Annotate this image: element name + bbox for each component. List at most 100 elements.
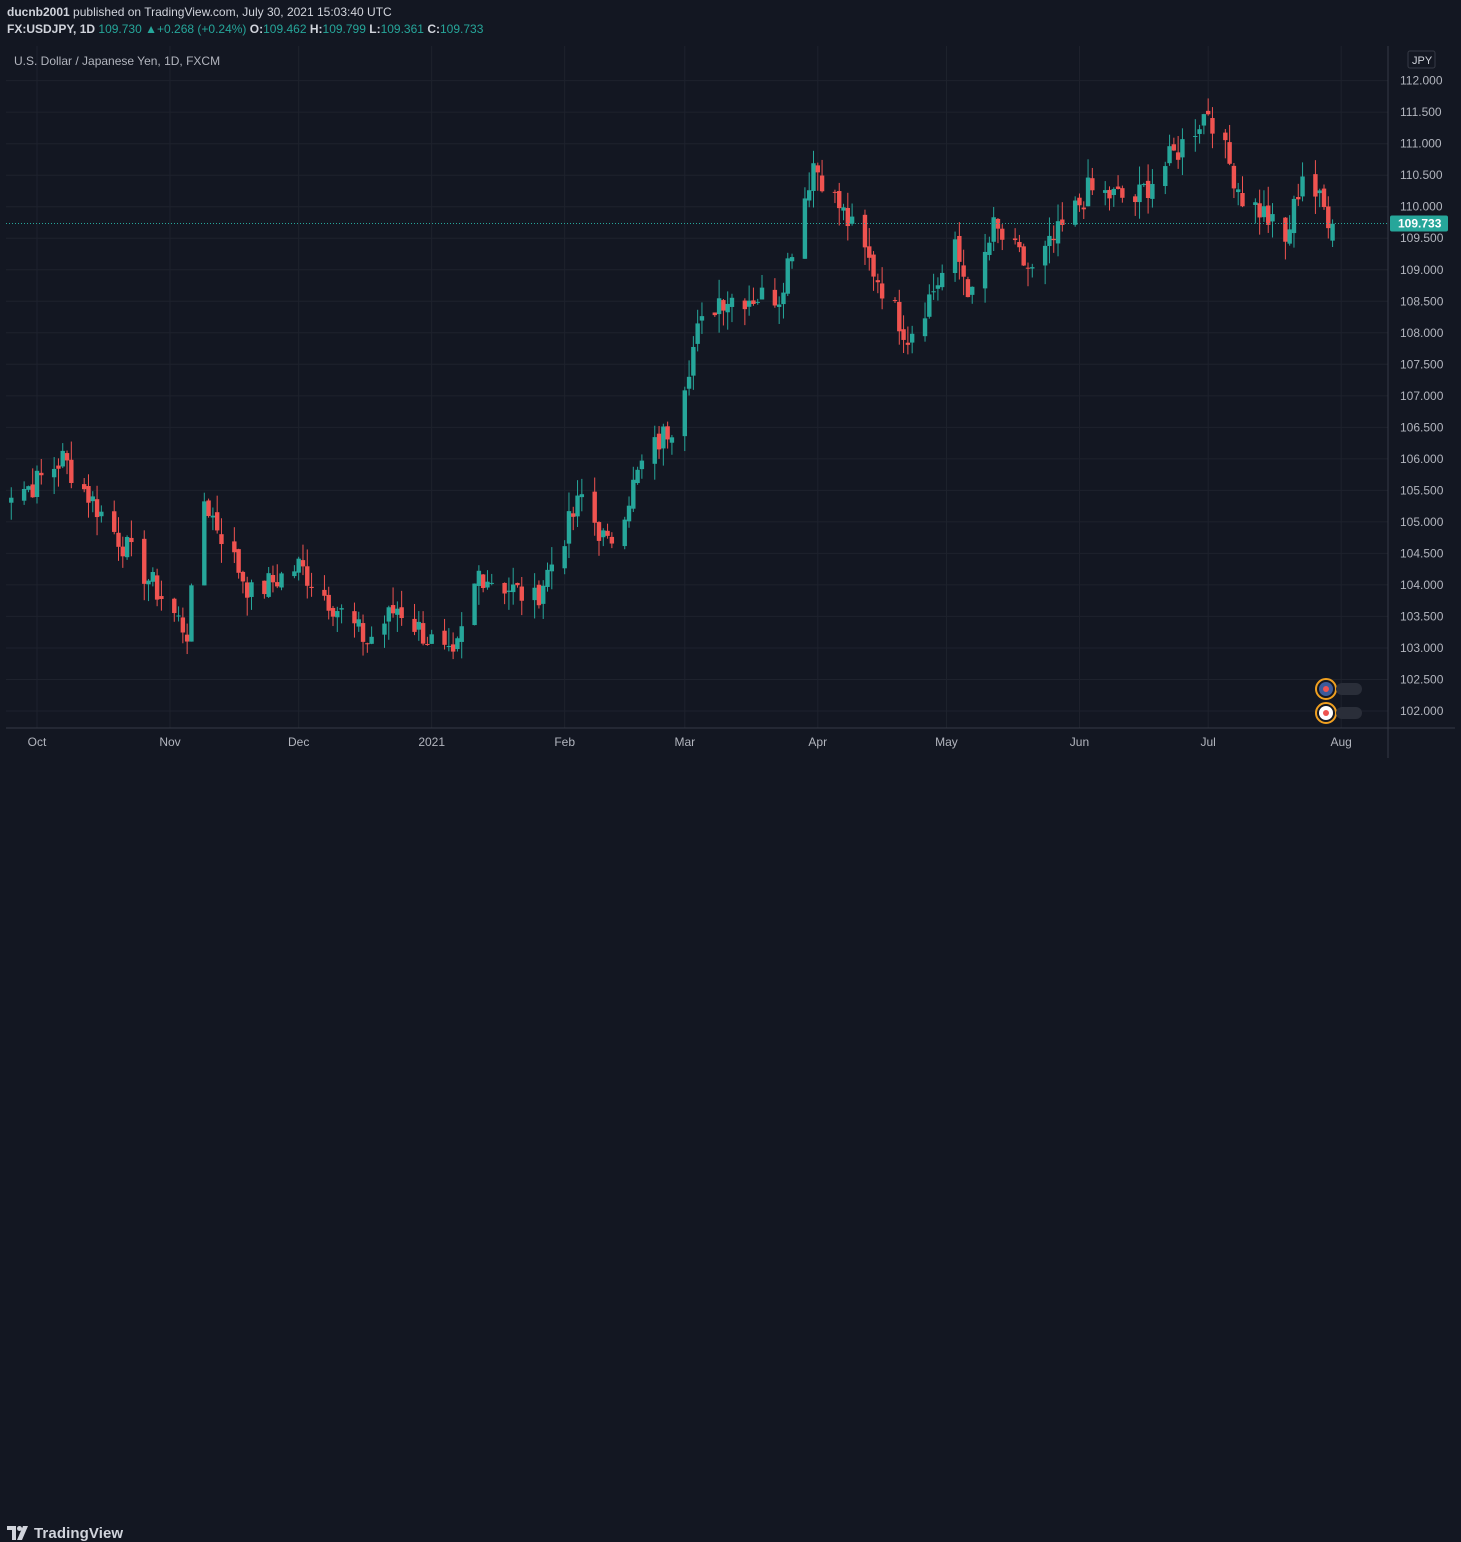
candle-up	[601, 528, 606, 547]
low-label: L:	[369, 22, 381, 36]
candle-up	[1137, 166, 1142, 219]
candle-body	[1120, 188, 1125, 198]
candle-up	[472, 583, 477, 626]
price-tick-label: 103.000	[1400, 641, 1444, 655]
price-tick-label: 108.000	[1400, 326, 1444, 340]
candle-up	[682, 386, 687, 452]
candle-down	[236, 548, 241, 579]
candle-body	[480, 574, 486, 588]
candle-body	[905, 342, 911, 345]
candle-body	[1291, 198, 1297, 234]
candle-down	[1257, 189, 1262, 235]
time-tick-label: 2021	[418, 735, 445, 749]
candle-up	[369, 626, 374, 645]
candle-up	[699, 302, 705, 334]
time-tick-label: Dec	[288, 735, 309, 749]
chart-area[interactable]: 102.000 102.500 103.000 103.500 104.000 104.5…	[6, 46, 1455, 758]
candle-up	[335, 606, 340, 633]
candle-body	[776, 304, 782, 307]
candle-body	[142, 538, 147, 584]
candle-body	[420, 623, 426, 644]
high-label: H:	[309, 22, 323, 36]
candle-down	[1210, 107, 1215, 149]
candle-body	[849, 216, 855, 224]
time-tick-label: Feb	[554, 735, 575, 749]
candle-body	[124, 537, 130, 558]
candle-down	[819, 159, 825, 193]
candle-up	[459, 612, 464, 659]
candle-up	[60, 443, 65, 469]
candle-body	[249, 582, 254, 597]
price-tick-label: 106.000	[1400, 452, 1444, 466]
candle-down	[206, 498, 211, 518]
candle-down	[961, 249, 966, 296]
candle-down	[1266, 186, 1271, 233]
candle-up	[1253, 198, 1258, 224]
candle-down	[81, 478, 87, 493]
candle-down	[300, 544, 306, 576]
candle-body	[1261, 206, 1267, 218]
time-tick-label: Oct	[28, 735, 47, 749]
candle-body	[1266, 205, 1271, 225]
price-tick-label: 111.500	[1400, 105, 1442, 119]
candle-up	[781, 282, 786, 319]
candle-body	[1283, 217, 1288, 242]
candle-body	[1171, 144, 1177, 151]
author-name[interactable]: ducnb2001	[7, 5, 70, 19]
candle-body	[995, 218, 1001, 229]
candle-body	[236, 549, 241, 573]
candle-down	[232, 527, 237, 564]
price-tick-label: 107.000	[1400, 389, 1444, 403]
candle-down	[596, 521, 602, 556]
candle-body	[1210, 118, 1215, 134]
candle-up	[622, 516, 627, 550]
candle-body	[1150, 183, 1155, 199]
event-flag-center	[1323, 686, 1329, 692]
candle-up	[476, 565, 482, 605]
candle-up	[532, 573, 537, 619]
candle-down	[742, 298, 748, 326]
currency-label: JPY	[1412, 55, 1433, 67]
candle-body	[1321, 188, 1327, 208]
candle-body	[927, 294, 932, 317]
candle-up	[807, 172, 812, 208]
candle-down	[1321, 184, 1327, 210]
candle-body	[506, 590, 512, 592]
candle-down	[120, 536, 125, 568]
candle-up	[1317, 188, 1322, 208]
candle-down	[112, 500, 117, 535]
candle-body	[266, 573, 271, 597]
candle-body	[390, 605, 396, 614]
candle-body	[841, 207, 846, 211]
candlestick-chart[interactable]: 102.000 102.500 103.000 103.500 104.000 104.5…	[6, 46, 1455, 758]
candle-down	[275, 564, 280, 589]
candle-body	[665, 426, 670, 440]
candle-body	[30, 484, 35, 498]
candle-body	[575, 495, 580, 517]
candle-body	[39, 472, 44, 476]
candle-body	[1257, 203, 1262, 218]
candle-down	[1120, 185, 1125, 203]
candle-body	[639, 460, 645, 470]
candle-down	[399, 590, 404, 626]
candle-body	[206, 500, 211, 517]
low-value: 109.361	[380, 22, 424, 36]
candle-down	[309, 572, 314, 597]
candle-down	[875, 273, 881, 294]
tradingview-logo[interactable]: TradingView	[7, 1524, 123, 1542]
candle-body	[369, 636, 374, 644]
tradingview-logo-text: TradingView	[34, 1524, 124, 1542]
candle-body	[1227, 142, 1232, 164]
candle-body	[412, 618, 417, 632]
candle-body	[682, 390, 687, 437]
candle-down	[1326, 196, 1331, 239]
candle-up	[841, 203, 846, 221]
candle-body	[1223, 132, 1228, 141]
candle-body	[300, 560, 306, 567]
candle-down	[352, 602, 357, 638]
candle-down	[1205, 98, 1211, 116]
candle-body	[712, 312, 718, 316]
candle-body	[219, 534, 224, 545]
candle-body	[631, 479, 636, 509]
candle-body	[1051, 238, 1056, 241]
